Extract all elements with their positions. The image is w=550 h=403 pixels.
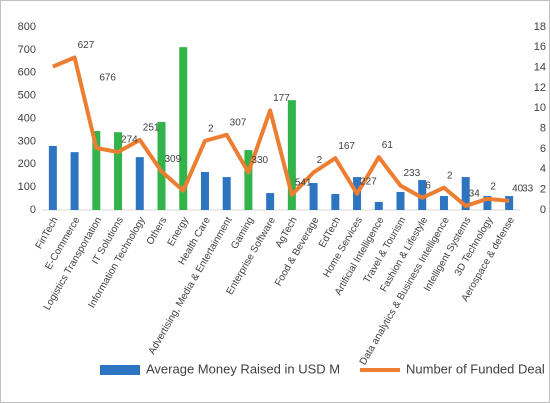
bar (439, 196, 448, 210)
bar (114, 132, 123, 210)
data-annotation: 6 (425, 180, 431, 191)
data-annotation: 177 (273, 93, 290, 104)
y-tick-label: 600 (18, 67, 36, 79)
bar (92, 131, 101, 210)
legend-label: Average Money Raised in USD M (146, 361, 340, 376)
data-annotation: 307 (230, 117, 247, 128)
data-annotation: 33 (522, 183, 534, 194)
bar (396, 191, 405, 210)
data-annotation: 2 (208, 124, 214, 135)
bar (200, 172, 209, 210)
y-tick-label: 200 (18, 158, 36, 170)
bar (483, 196, 492, 210)
bar (287, 100, 296, 210)
y-tick-label: 400 (18, 112, 36, 124)
bar (48, 145, 57, 210)
y-tick-label: 700 (18, 44, 36, 56)
legend-swatch (100, 365, 140, 375)
y2-tick-label: 12 (534, 82, 546, 94)
y2-tick-label: 10 (534, 102, 546, 114)
line (52, 55, 510, 208)
data-annotation: 676 (99, 73, 116, 84)
y-tick-label: 800 (18, 21, 36, 33)
data-annotation: 541 (295, 177, 312, 188)
data-annotation: 2 (490, 181, 496, 192)
y-tick-label: 500 (18, 90, 36, 102)
y2-tick-label: 14 (534, 62, 546, 74)
y2-tick-label: 6 (540, 143, 546, 155)
y2-tick-label: 8 (540, 123, 546, 135)
bar (505, 196, 514, 210)
bar (309, 183, 318, 210)
data-annotation: 251 (143, 122, 160, 133)
data-annotation: 40 (512, 183, 524, 194)
y2-tick-label: 2 (540, 184, 546, 196)
bar (418, 180, 427, 210)
data-annotation: 61 (382, 140, 394, 151)
y-tick-label: 300 (18, 135, 36, 147)
bar (266, 193, 275, 210)
bar (244, 150, 253, 210)
data-annotation: 2 (317, 155, 323, 166)
legend-label: Number of Funded Deal (406, 361, 545, 376)
bar (157, 121, 166, 210)
data-annotation: 330 (251, 155, 268, 166)
y2-tick-label: 16 (534, 41, 546, 53)
data-annotation: 2 (447, 170, 453, 181)
y-tick-label: 0 (30, 204, 36, 216)
data-annotation: 309 (165, 154, 182, 165)
bar (135, 157, 144, 210)
y-tick-label: 100 (18, 181, 36, 193)
data-annotation: 34 (469, 189, 481, 200)
y2-tick-label: 18 (534, 21, 546, 33)
data-annotation: 274 (121, 135, 138, 146)
data-annotation: 233 (404, 168, 421, 179)
bar (331, 193, 340, 210)
data-annotation: 167 (338, 141, 355, 152)
y2-tick-label: 4 (540, 163, 546, 175)
data-annotation: 627 (78, 40, 95, 51)
bar (179, 47, 188, 210)
bar (374, 201, 383, 210)
bar (461, 177, 470, 210)
bar (222, 177, 231, 210)
bar (70, 152, 79, 210)
data-annotation: 227 (360, 176, 377, 187)
y2-tick-label: 0 (540, 204, 546, 216)
